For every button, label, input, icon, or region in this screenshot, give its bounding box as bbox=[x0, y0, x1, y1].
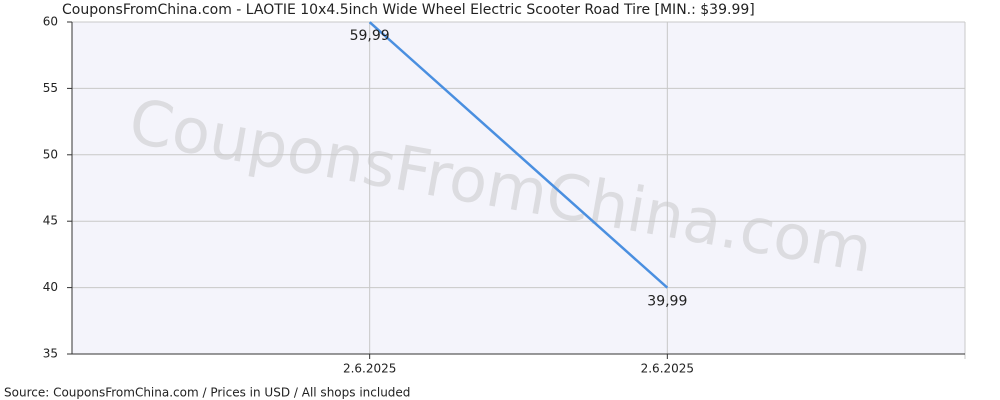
y-tick-label: 60 bbox=[43, 15, 58, 29]
y-tick-label: 45 bbox=[43, 214, 58, 228]
y-tick-label: 50 bbox=[43, 147, 58, 161]
plot-area bbox=[72, 22, 965, 354]
chart-title: CouponsFromChina.com - LAOTIE 10x4.5inch… bbox=[62, 2, 755, 18]
x-tick-label: 2.6.2025 bbox=[343, 362, 396, 376]
y-tick-label: 40 bbox=[43, 280, 58, 294]
y-tick-label: 35 bbox=[43, 347, 58, 361]
data-label: 39,99 bbox=[647, 294, 687, 310]
data-label: 59,99 bbox=[350, 28, 390, 44]
price-line bbox=[368, 21, 669, 289]
source-note: Source: CouponsFromChina.com / Prices in… bbox=[4, 386, 410, 400]
y-tick-label: 55 bbox=[43, 81, 58, 95]
x-tick-label: 2.6.2025 bbox=[641, 362, 694, 376]
